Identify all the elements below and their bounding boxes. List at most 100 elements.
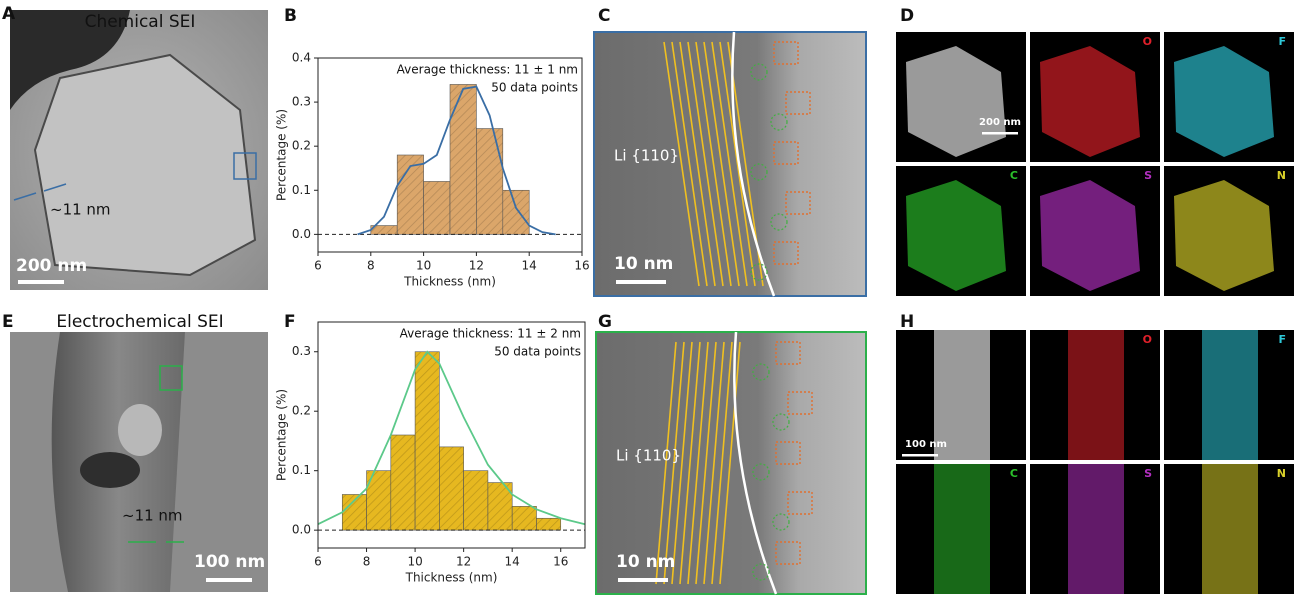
x-tick-label: 16 [574,259,589,273]
scale-bar [18,280,64,284]
lattice-fringe [719,41,756,287]
crystal-domain [787,491,813,515]
scale-bar [618,578,668,582]
crystal-domain [775,441,801,465]
element-label: F [1278,333,1286,346]
crystal-domain [775,541,801,565]
crystal-domain [785,191,811,215]
bar [396,154,424,235]
element-label: C [1010,467,1018,480]
crystal-domain [785,91,811,115]
lattice-fringe [719,341,741,585]
map-signal [1068,330,1124,460]
y-tick-label: 0.2 [292,404,311,418]
x-tick-label: 6 [314,259,322,273]
interface [731,31,776,297]
dark-region [80,452,140,488]
annotation: ~11 nm [50,201,111,219]
arrow [43,183,67,192]
lattice-fringe [671,41,708,287]
map-signal [1202,330,1258,460]
y-tick-label: 0.0 [292,227,311,241]
x-axis-title: Thickness (nm) [405,571,498,585]
crystal-domain [750,263,768,281]
x-tick-label: 10 [416,259,431,273]
bar [439,446,464,531]
bar [502,189,530,235]
lattice-fringe [679,341,701,585]
map-signal [934,464,990,594]
panel-label: A [2,4,16,24]
x-tick-label: 10 [407,555,422,569]
y-tick-label: 0.0 [292,523,311,537]
lattice-fringe [703,41,740,287]
scale-bar-label: 100 nm [905,439,947,450]
lattice-fringe [663,41,700,287]
arrow [13,192,37,201]
particle [33,53,257,277]
bright-region [118,404,162,456]
scale-bar [902,454,938,457]
map-signal [906,180,1006,291]
bar [423,181,451,235]
scale-bar-label: 200 nm [16,256,87,276]
y-tick-label: 0.3 [292,95,311,109]
scale-bar [616,280,666,284]
scale-bar-label: 10 nm [614,254,673,274]
scale-bar-label: 100 nm [194,552,265,572]
x-tick-label: 16 [553,555,568,569]
annotation: Average thickness: 11 ± 1 nm [397,63,578,77]
map-signal [1174,180,1274,291]
lattice-fringe [671,341,693,585]
dark-region [10,10,130,110]
panel-label: F [284,312,296,332]
annotation: 50 data points [491,81,578,95]
x-tick-label: 12 [456,555,471,569]
scale-bar [206,578,252,582]
x-axis-title: Thickness (nm) [403,275,496,289]
map-signal [1068,464,1124,594]
y-tick-label: 0.1 [292,463,311,477]
lattice-fringe [687,341,709,585]
map-signal [1040,180,1140,291]
lattice-fringe [695,41,732,287]
x-tick-label: 14 [505,555,520,569]
bar [449,84,477,235]
crystal-domain [773,41,799,65]
lattice-fringe [663,341,685,585]
annotation: Average thickness: 11 ± 2 nm [400,327,581,341]
crystal-domain [773,141,799,165]
panel-label: H [900,312,914,332]
bar [536,517,562,531]
panel-label: E [2,312,14,332]
y-tick-label: 0.1 [292,183,311,197]
x-tick-label: 8 [363,555,371,569]
lattice-label: Li {110} [614,147,679,165]
lattice-fringe [679,41,716,287]
bar [476,128,504,235]
annotation: ~11 nm [122,507,183,525]
y-axis-title: Percentage (%) [275,109,289,201]
plot-frame [317,57,583,253]
x-tick-label: 6 [314,555,322,569]
map-signal [1202,464,1258,594]
x-tick-label: 14 [522,259,537,273]
panel-label: D [900,6,914,26]
crystal-domain [772,513,790,531]
fit-line [357,85,556,236]
element-label: F [1278,35,1286,48]
bar [390,434,416,531]
element-label: O [1143,333,1152,346]
lattice-fringe [711,341,733,585]
bar [463,470,489,531]
lattice-fringe [687,41,724,287]
element-label: C [1010,169,1018,182]
element-label: S [1144,169,1152,182]
hrtem-image [595,331,867,595]
scale-bar [982,132,1018,135]
plot-frame [317,321,586,549]
crystal-domain [772,413,790,431]
lattice-label: Li {110} [616,447,681,465]
crystal-domain [750,63,768,81]
element-label: O [1143,35,1152,48]
